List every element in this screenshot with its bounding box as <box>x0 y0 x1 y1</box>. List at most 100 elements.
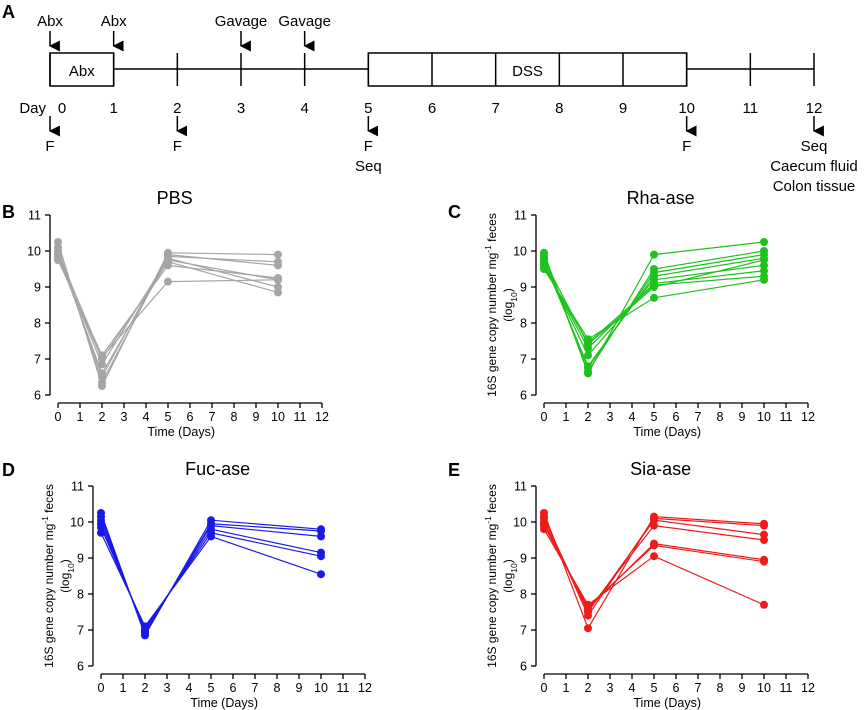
data-point <box>650 552 658 561</box>
x-tick-label: 4 <box>629 410 636 424</box>
data-point <box>650 521 658 530</box>
x-tick-label: 1 <box>563 681 570 695</box>
series-line-7 <box>543 528 765 606</box>
series-line-5 <box>543 523 765 610</box>
y-axis-label-log: (log10) <box>501 559 519 592</box>
data-point <box>584 351 592 360</box>
data-point <box>207 532 215 541</box>
timeline-day-1: 1 <box>109 100 117 117</box>
panel-label-c: C <box>448 202 461 222</box>
series-line-6 <box>543 525 765 608</box>
x-tick-label: 5 <box>165 410 172 424</box>
series-line-5 <box>100 527 322 630</box>
timeline-bottom-label-seq: Seq <box>355 158 382 175</box>
x-tick-label: 0 <box>98 681 105 695</box>
x-tick-label: 6 <box>673 410 680 424</box>
x-tick-label: 3 <box>164 681 171 695</box>
y-tick-label: 9 <box>520 281 527 295</box>
y-tick-label: 9 <box>34 281 41 295</box>
x-tick-label: 8 <box>717 681 724 695</box>
timeline-day-4: 4 <box>300 100 308 117</box>
timeline-top-label-gavage: Gavage <box>215 13 268 30</box>
data-point <box>540 525 548 534</box>
y-tick-label: 11 <box>514 209 527 223</box>
timeline-day-10: 10 <box>678 100 695 117</box>
x-tick-label: 4 <box>186 681 193 695</box>
timeline-day-11: 11 <box>743 100 759 117</box>
y-tick-label: 6 <box>34 389 41 403</box>
timeline-top-label-abx: Abx <box>101 13 127 30</box>
x-tick-label: 8 <box>231 410 238 424</box>
x-tick-label: 8 <box>274 681 281 695</box>
y-tick-label: 10 <box>513 516 527 530</box>
timeline-day-9: 9 <box>619 100 627 117</box>
data-point <box>540 256 548 264</box>
x-axis-label: Time (Days) <box>633 425 701 439</box>
x-tick-label: 11 <box>337 681 350 695</box>
x-tick-label: 0 <box>541 410 548 424</box>
x-tick-label: 4 <box>629 681 636 695</box>
y-tick-label: 8 <box>34 317 41 331</box>
timeline-day-12: 12 <box>806 100 823 117</box>
panel-label-e: E <box>448 460 460 480</box>
chart-title: PBS <box>157 188 193 208</box>
x-tick-label: 1 <box>77 410 84 424</box>
x-tick-label: 12 <box>801 681 815 695</box>
x-tick-label: 6 <box>230 681 237 695</box>
x-axis-label: Time (Days) <box>633 696 701 710</box>
x-tick-label: 3 <box>607 681 614 695</box>
x-tick-label: 9 <box>739 410 746 424</box>
data-point <box>650 283 658 291</box>
data-point <box>760 238 768 246</box>
y-tick-label: 10 <box>27 245 41 259</box>
data-point <box>584 362 592 371</box>
y-tick-label: 7 <box>34 353 41 367</box>
data-point <box>54 256 62 264</box>
series-line-8 <box>543 268 765 341</box>
x-tick-label: 2 <box>585 410 592 424</box>
data-point <box>540 265 548 273</box>
series-line-4 <box>57 254 279 375</box>
x-tick-label: 10 <box>757 681 771 695</box>
data-point <box>760 600 768 609</box>
data-point <box>317 552 325 561</box>
y-axis-label: 16S gene copy number mg-1 feces <box>40 484 56 668</box>
timeline-day-3: 3 <box>237 100 245 117</box>
y-tick-label: 7 <box>77 624 84 638</box>
data-point <box>584 624 592 633</box>
panel-label-d: D <box>2 460 15 480</box>
timeline-bottom-label-f: F <box>45 138 54 155</box>
data-point <box>650 541 658 550</box>
x-tick-label: 7 <box>209 410 216 424</box>
y-tick-label: 7 <box>520 353 527 367</box>
x-tick-label: 7 <box>695 410 702 424</box>
x-tick-label: 7 <box>695 681 702 695</box>
data-point <box>98 369 106 378</box>
data-point <box>274 275 282 284</box>
data-point <box>317 532 325 541</box>
x-tick-label: 3 <box>607 410 614 424</box>
data-point <box>97 528 105 537</box>
y-tick-label: 10 <box>513 245 527 259</box>
x-tick-label: 7 <box>252 681 259 695</box>
x-tick-label: 10 <box>757 410 771 424</box>
x-tick-label: 10 <box>271 410 285 424</box>
timeline-day-7: 7 <box>491 100 499 117</box>
timeline-bottom-label-f: F <box>173 138 182 155</box>
data-point <box>54 248 62 257</box>
x-tick-label: 0 <box>541 681 548 695</box>
series-line-4 <box>543 521 765 612</box>
timeline-day-2: 2 <box>173 100 181 117</box>
x-tick-label: 10 <box>314 681 328 695</box>
timeline-day-8: 8 <box>555 100 563 117</box>
y-tick-label: 10 <box>70 516 84 530</box>
x-tick-label: 2 <box>142 681 149 695</box>
x-tick-label: 1 <box>563 410 570 424</box>
data-point <box>584 600 592 609</box>
data-point <box>317 570 325 579</box>
y-tick-label: 6 <box>520 389 527 403</box>
timeline-bottom-label-seq: Seq <box>801 138 828 155</box>
